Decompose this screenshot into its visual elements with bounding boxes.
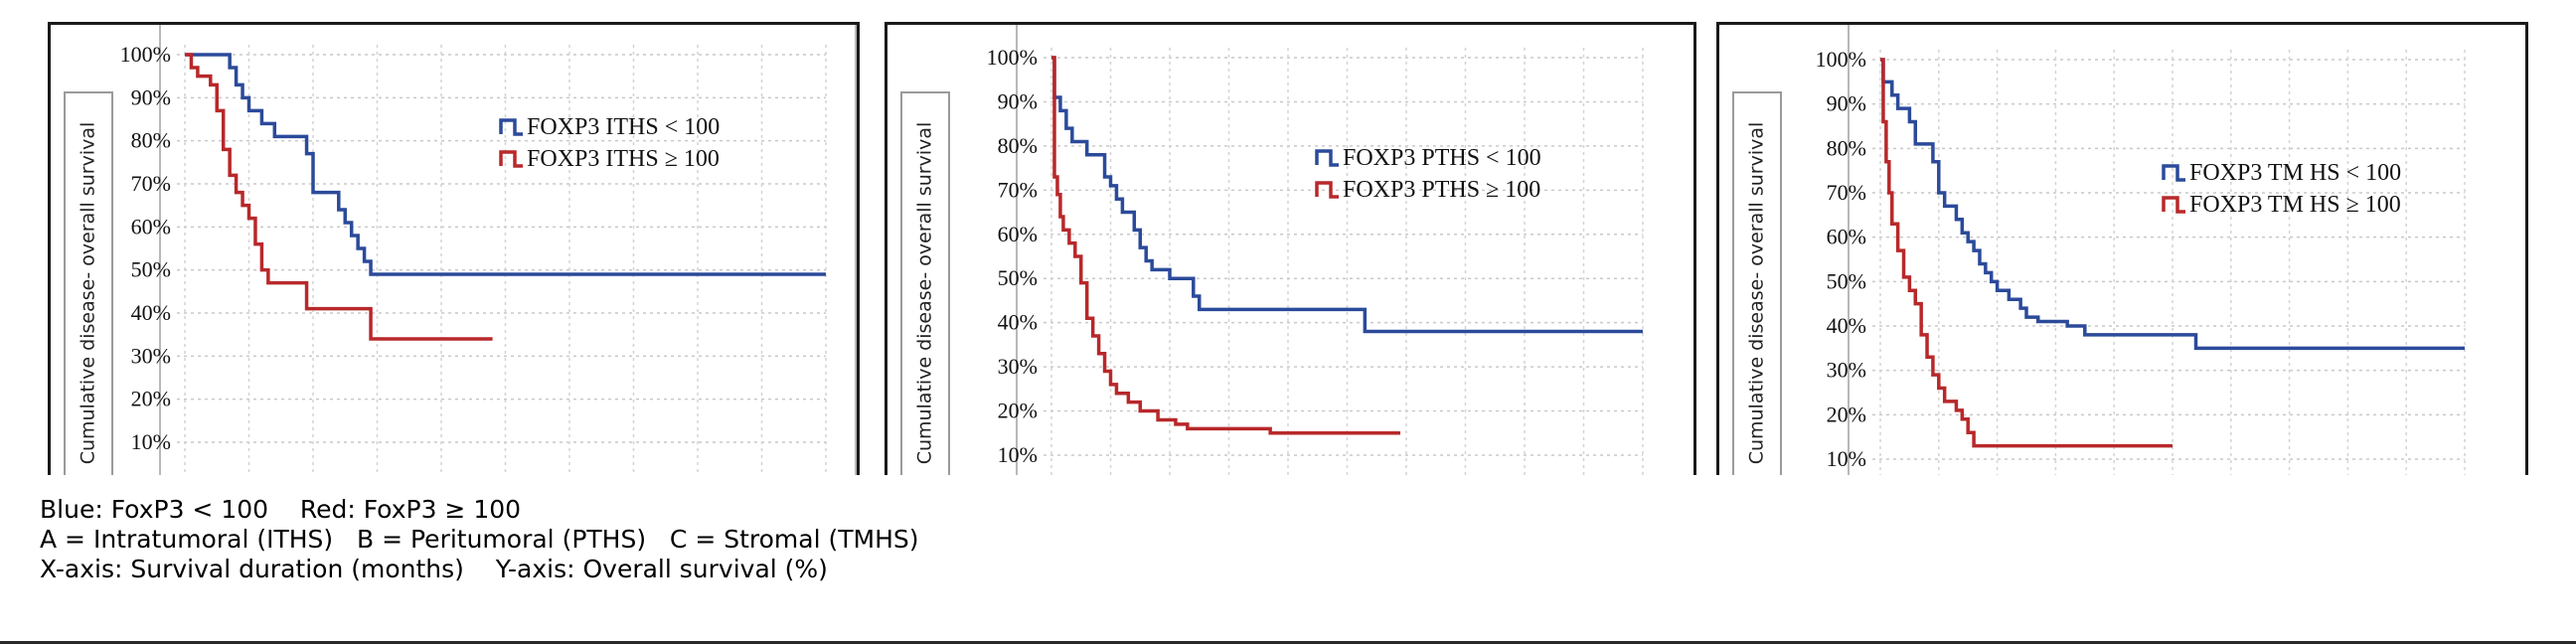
series-line-high (1880, 58, 2173, 448)
y-tick-label: 90% (1827, 91, 1866, 116)
plot-frame (1848, 25, 1850, 475)
y-axis-label-box (64, 91, 113, 475)
y-tick-label: 50% (1827, 268, 1866, 293)
legend-label: FOXP3 TM HS < 100 (2189, 160, 2401, 186)
legend-label: FOXP3 TM HS ≥ 100 (2189, 192, 2401, 218)
y-tick-label: 70% (998, 177, 1038, 202)
legend-swatch (1315, 181, 1339, 199)
y-axis-label: Cumulative disease- overall survival (914, 122, 936, 465)
y-tick-label: 40% (998, 310, 1038, 335)
y-tick-label: 10% (998, 442, 1038, 467)
series-line-high (1051, 56, 1401, 435)
y-tick-label: 30% (131, 343, 171, 368)
y-tick-label: 90% (998, 88, 1038, 113)
plot-frame (1016, 25, 1018, 475)
y-axis-label: Cumulative disease- overall survival (78, 122, 99, 465)
y-tick-label: 80% (1827, 135, 1866, 160)
caption-color-key: Blue: FoxP3 < 100 Red: FoxP3 ≥ 100 (40, 495, 522, 524)
km-panel-tmhs: Cumulative disease- overall survival 10% 2… (1716, 22, 2528, 475)
y-tick-label: 50% (131, 257, 171, 282)
y-tick-label: 20% (998, 399, 1038, 423)
y-tick-label: 60% (131, 214, 171, 239)
plot-frame (159, 25, 857, 475)
y-tick-label: 60% (998, 222, 1038, 246)
series-line-high (185, 53, 493, 341)
y-axis-label-box (1732, 91, 1782, 475)
figure-caption: Blue: FoxP3 < 100 Red: FoxP3 ≥ 100 A = I… (40, 495, 919, 584)
legend-swatch (2162, 164, 2185, 182)
y-tick-label: 70% (1827, 180, 1866, 205)
legend-label: FOXP3 PTHS < 100 (1343, 145, 1541, 171)
y-tick-label: 50% (998, 265, 1038, 290)
km-chart-pths: Cumulative disease- overall survival 10% 2… (900, 25, 1644, 475)
y-tick-label: 100% (987, 45, 1038, 70)
km-panel-iths: Cumulative disease- overall survival 10% 2… (48, 22, 860, 475)
y-tick-label: 60% (1827, 225, 1866, 249)
km-chart-tmhs: Cumulative disease- overall survival 10% 2… (1732, 25, 2466, 475)
y-tick-label: 10% (131, 429, 171, 454)
series-line-low (1880, 58, 2465, 351)
y-tick-label: 90% (131, 84, 171, 109)
km-chart-iths: Cumulative disease- overall survival 10% 2… (64, 25, 857, 475)
y-tick-label: 70% (131, 171, 171, 196)
caption-panel-key: A = Intratumoral (ITHS) B = Peritumoral … (40, 525, 919, 554)
series-line-low (185, 53, 826, 276)
y-tick-label: 100% (120, 42, 171, 67)
legend-label: FOXP3 PTHS ≥ 100 (1343, 177, 1540, 203)
y-tick-label: 40% (131, 300, 171, 325)
y-tick-label: 100% (1816, 47, 1866, 72)
legend-swatch (2162, 196, 2185, 214)
series-line-low (1051, 56, 1643, 334)
y-tick-label: 30% (998, 354, 1038, 379)
legend-label: FOXP3 ITHS < 100 (527, 114, 720, 140)
y-tick-label: 80% (998, 133, 1038, 158)
caption-axis-key: X-axis: Survival duration (months) Y-axi… (40, 555, 828, 583)
legend-swatch (499, 150, 523, 168)
y-axis-label: Cumulative disease- overall survival (1746, 122, 1768, 465)
legend-swatch (1315, 149, 1339, 167)
km-panel-pths: Cumulative disease- overall survival 10% 2… (885, 22, 1696, 475)
y-tick-label: 20% (131, 387, 171, 411)
y-tick-label: 80% (131, 128, 171, 153)
y-tick-label: 30% (1827, 358, 1866, 383)
y-axis-label-box (900, 91, 950, 475)
y-tick-label: 10% (1827, 446, 1866, 471)
y-tick-label: 20% (1827, 402, 1866, 426)
legend-label: FOXP3 ITHS ≥ 100 (527, 146, 720, 172)
legend-swatch (499, 118, 523, 136)
y-tick-label: 40% (1827, 313, 1866, 338)
bottom-rule (0, 641, 2576, 644)
